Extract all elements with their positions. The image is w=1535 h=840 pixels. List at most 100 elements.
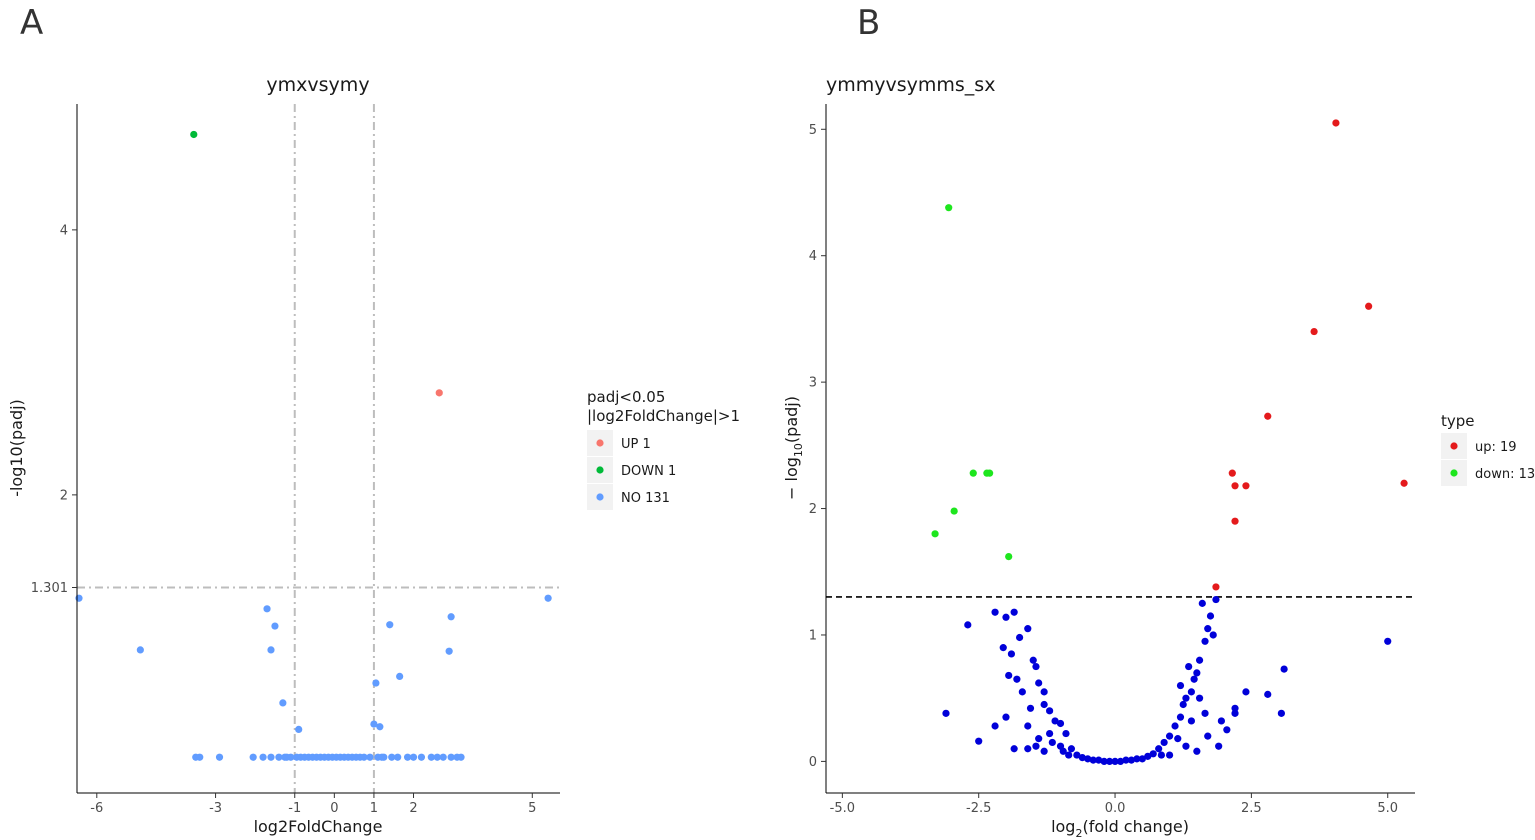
point-2-33: [1078, 754, 1086, 762]
y-tick-label-0: 0: [809, 755, 817, 770]
x-tick-label-2: -1: [288, 801, 301, 816]
point-2-3: [991, 608, 999, 616]
point-2-73: [1193, 747, 1201, 755]
point-2-8: [372, 679, 380, 687]
point-2-9: [376, 723, 384, 731]
point-2-2: [975, 737, 983, 745]
legend-label-1: DOWN 1: [621, 464, 676, 479]
point-2-88: [1018, 688, 1026, 696]
point-2-43: [1133, 755, 1141, 763]
point-0-9: [1212, 583, 1220, 591]
x-tick-label-3: 0: [330, 801, 338, 816]
point-2-0: [942, 709, 950, 717]
x-tick-label-0: -5.0: [830, 801, 855, 816]
legend-key-dot-0: [1450, 442, 1458, 450]
panel-b-letter: B: [857, 3, 880, 43]
panel-a-y-ticks: 1.301 2 4: [31, 223, 77, 596]
point-2-9: [1005, 671, 1013, 680]
point-2-49: [1059, 747, 1067, 755]
x-tick-label-1: -2.5: [966, 801, 991, 816]
point-2-18: [1026, 704, 1035, 712]
x-tick-label-0: -6: [90, 801, 103, 816]
point-2-77: [1215, 742, 1223, 750]
point-2-49: [417, 753, 426, 761]
panel-b-y-label-main: − log: [782, 457, 801, 500]
point-2-51: [433, 753, 441, 761]
point-0-3: [1264, 412, 1272, 420]
point-2-53: [447, 753, 455, 761]
legend-key-dot-1: [1450, 469, 1458, 477]
point-2-41: [360, 753, 368, 761]
point-2-63: [1204, 625, 1212, 633]
panel-a-title: ymxvsymy: [266, 74, 369, 96]
point-2-3: [271, 622, 279, 630]
point-2-10: [1013, 675, 1021, 683]
point-2-56: [1182, 694, 1190, 702]
point-2-1: [136, 646, 144, 654]
point-2-36: [1095, 756, 1103, 764]
point-2-76: [1223, 726, 1231, 734]
point-2-38: [1105, 757, 1114, 765]
point-2-46: [1149, 750, 1157, 758]
point-2-82: [1280, 665, 1288, 673]
point-2-17: [215, 753, 224, 761]
legend-label-0: UP 1: [621, 437, 651, 452]
point-2-87: [1157, 751, 1166, 759]
point-2-44: [1138, 755, 1146, 763]
point-2-15: [1040, 688, 1048, 696]
point-2-51: [1160, 738, 1168, 747]
point-2-79: [1231, 709, 1239, 717]
point-2-12: [447, 613, 455, 621]
panel-a-y-label: -log10(padj): [7, 399, 26, 497]
point-2-11: [1007, 650, 1016, 658]
point-1-4: [950, 507, 958, 515]
point-0-0: [435, 389, 443, 397]
point-2-84: [1384, 637, 1392, 645]
point-2-48: [409, 753, 418, 761]
panel-b-points: [931, 119, 1408, 765]
legend-key-dot-0: [596, 439, 604, 447]
point-2-5: [279, 699, 287, 707]
point-2-45: [1144, 752, 1152, 760]
point-2-23: [1046, 729, 1054, 738]
point-2-72: [1182, 742, 1190, 750]
point-2-17: [1046, 707, 1054, 715]
point-2-54: [1176, 713, 1185, 721]
point-1-5: [931, 530, 939, 538]
point-2-34: [1084, 755, 1092, 763]
panel-a-x-ticks: -6 -3 -1 0 1 2 5: [90, 793, 536, 816]
panel-a-legend-title-line-2: |log2FoldChange|>1: [587, 407, 740, 425]
point-2-69: [1187, 717, 1195, 725]
x-tick-label-3: 2.5: [1241, 801, 1262, 816]
point-2-78: [1231, 704, 1239, 712]
panel-b-x-label: log2(fold change): [1051, 817, 1189, 840]
legend-label-0: up: 19: [1475, 440, 1517, 455]
point-2-13: [445, 647, 453, 655]
point-2-28: [1024, 745, 1032, 753]
point-2-8: [1024, 625, 1032, 633]
panel-b-x-ticks: -5.0 -2.5 0.0 2.5 5.0: [830, 793, 1398, 816]
point-2-20: [267, 753, 275, 761]
point-2-45: [388, 753, 396, 761]
point-2-57: [378, 753, 386, 761]
point-2-31: [1067, 745, 1076, 753]
point-2-58: [1190, 675, 1198, 683]
y-tick-label-3: 3: [809, 376, 817, 391]
point-2-39: [1111, 757, 1119, 765]
panel-a-legend-title-line-1: padj<0.05: [587, 388, 665, 406]
point-2-56: [283, 753, 291, 761]
point-2-4: [267, 646, 275, 654]
point-2-68: [1195, 694, 1204, 702]
point-2-35: [1089, 756, 1097, 764]
x-tick-label-2: 0.0: [1105, 801, 1126, 816]
point-2-47: [1032, 742, 1040, 750]
point-2-14: [544, 594, 552, 602]
point-1-6: [1005, 552, 1013, 561]
point-2-0: [75, 594, 83, 602]
point-2-16: [1040, 700, 1048, 709]
point-1-0: [945, 204, 953, 212]
point-0-2: [1310, 327, 1318, 336]
panel-a-points: [75, 130, 552, 761]
point-2-26: [991, 722, 999, 730]
point-2-89: [1176, 681, 1185, 690]
